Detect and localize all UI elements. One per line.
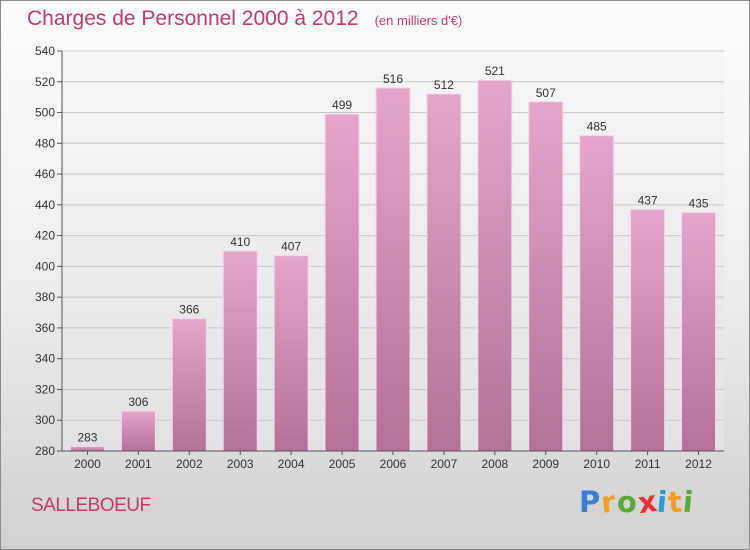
y-tick-label: 320 xyxy=(35,382,55,396)
x-tick-label: 2010 xyxy=(583,457,610,471)
data-label: 306 xyxy=(128,395,148,409)
bars xyxy=(69,79,717,452)
bar-2004 xyxy=(273,255,309,452)
bar-2011 xyxy=(630,208,666,452)
data-label: 485 xyxy=(587,120,607,134)
data-label: 407 xyxy=(281,240,301,254)
x-axis: 2000 2001 2002 2003 2004 2005 2006 2007 2008 2009… xyxy=(62,450,724,471)
data-label: 435 xyxy=(689,197,709,211)
y-tick-label: 540 xyxy=(35,44,55,58)
y-tick-label: 500 xyxy=(35,106,55,120)
logo-letter: i xyxy=(681,484,696,520)
x-tick-label: 2007 xyxy=(431,457,458,471)
x-tick-label: 2002 xyxy=(176,457,203,471)
x-tick-label: 2009 xyxy=(532,457,559,471)
y-tick-label: 420 xyxy=(35,229,55,243)
data-label: 437 xyxy=(638,193,658,207)
data-label: 516 xyxy=(383,72,403,86)
x-tick-label: 2003 xyxy=(227,457,254,471)
x-tick-label: 2001 xyxy=(125,457,152,471)
bar-2002 xyxy=(171,318,207,452)
x-tick-label: 2008 xyxy=(481,457,508,471)
bar-2005 xyxy=(324,113,360,452)
city-name: SALLEBOEUF xyxy=(31,495,151,516)
data-label: 410 xyxy=(230,235,250,249)
y-tick-label: 340 xyxy=(35,352,55,366)
data-label: 521 xyxy=(485,64,505,78)
bar-2009 xyxy=(528,101,564,452)
x-tick-label: 2000 xyxy=(74,457,101,471)
x-tick-label: 2012 xyxy=(685,457,712,471)
bar-2000 xyxy=(69,445,105,452)
x-tick-label: 2004 xyxy=(278,457,305,471)
data-label: 499 xyxy=(332,98,352,112)
data-label: 283 xyxy=(77,430,97,444)
y-tick-label: 480 xyxy=(35,136,55,150)
bar-2008 xyxy=(477,79,513,452)
y-tick-label: 360 xyxy=(35,321,55,335)
x-tick-label: 2011 xyxy=(635,457,661,471)
logo-letter: P xyxy=(579,485,602,519)
x-tick-label: 2006 xyxy=(380,457,407,471)
proxiti-logo: Proxiti xyxy=(579,484,696,520)
data-label: 512 xyxy=(434,78,454,92)
bar-2007 xyxy=(426,93,462,452)
bar-2012 xyxy=(681,212,717,452)
data-label: 507 xyxy=(536,86,556,100)
y-tick-label: 280 xyxy=(35,444,55,458)
chart-title: Charges de Personnel 2000 à 2012 (en mill… xyxy=(27,7,462,31)
y-tick-label: 380 xyxy=(35,290,55,304)
data-labels: 283 306 366 410 407 499 516 512 521 507 485 437 435 xyxy=(77,64,708,444)
x-tick-label: 2005 xyxy=(329,457,356,471)
y-tick-label: 440 xyxy=(35,198,55,212)
bar-2010 xyxy=(579,135,615,452)
y-tick-label: 460 xyxy=(35,167,55,181)
bar-2006 xyxy=(375,87,411,452)
chart-subtitle: (en milliers d'€) xyxy=(374,13,463,28)
title-text: Charges de Personnel 2000 à 2012 xyxy=(27,7,359,30)
y-axis: 280 300 320 340 360 380 400 420 440 460 480 500 520 5… xyxy=(35,44,63,458)
y-tick-label: 400 xyxy=(35,259,55,273)
y-tick-label: 300 xyxy=(35,413,55,427)
bar-2001 xyxy=(120,410,156,452)
bar-2003 xyxy=(222,250,258,452)
data-label: 366 xyxy=(179,303,199,317)
y-tick-label: 520 xyxy=(35,75,55,89)
